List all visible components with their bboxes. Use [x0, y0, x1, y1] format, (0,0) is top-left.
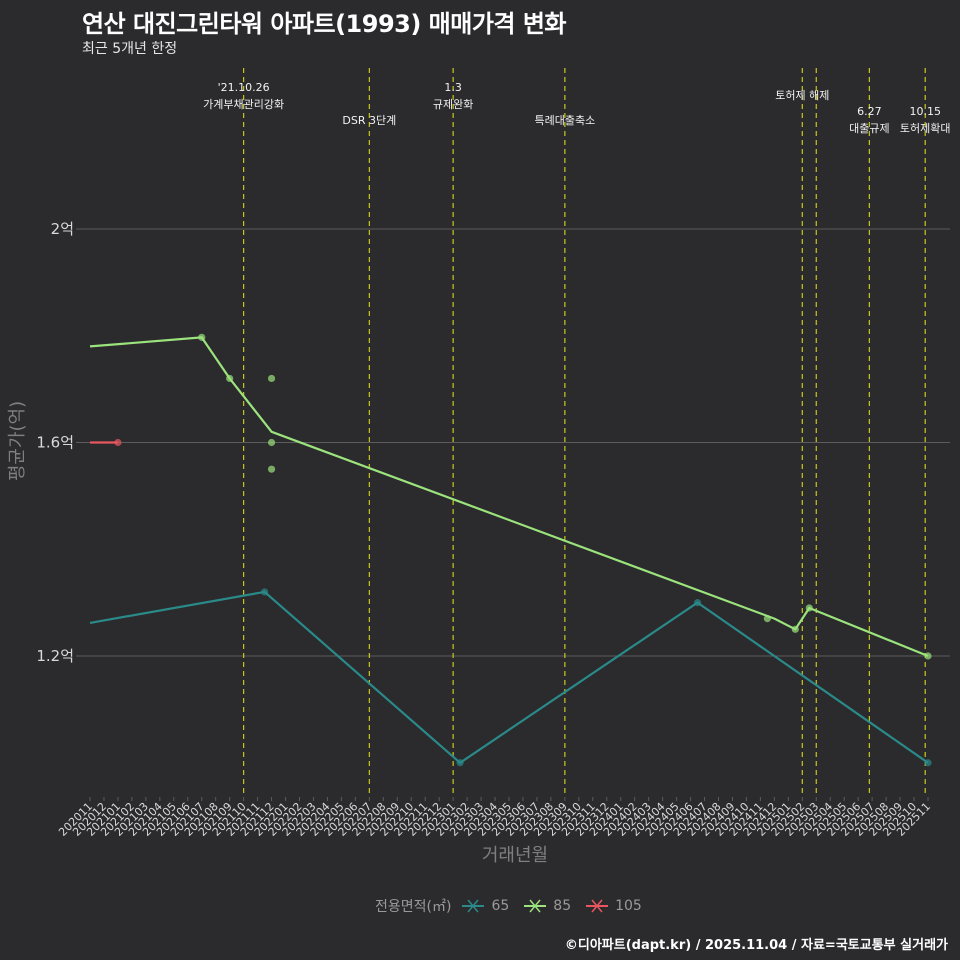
- event-label: 가계부채관리강화: [203, 98, 284, 111]
- event-label: 토허제 해제: [775, 88, 829, 102]
- data-point-65: [456, 759, 464, 767]
- legend-label-85: 85: [553, 898, 572, 914]
- legend: 전용면적(㎡) 65 85 105: [375, 896, 656, 916]
- event-label: 특례대출축소: [534, 114, 595, 127]
- legend-key-85: [524, 899, 547, 913]
- series-line-85: [89, 336, 929, 658]
- event-label: DSR 3단계: [342, 114, 396, 127]
- chart-title: 연산 대진그린타워 아파트(1993) 매매가격 변화: [82, 10, 567, 38]
- data-point-65: [693, 599, 702, 607]
- source-caption: ©디아파트(dapt.kr) / 2025.11.04 / 자료=국토교통부 실…: [564, 938, 948, 953]
- data-point-85: [267, 438, 276, 447]
- data-point-85: [791, 625, 799, 633]
- event-label: 토허제확대: [900, 122, 951, 135]
- legend-label-65: 65: [491, 898, 510, 914]
- data-point-85: [267, 465, 276, 473]
- legend-label-105: 105: [615, 898, 642, 914]
- y-axis-label: 평균가(억): [7, 400, 28, 482]
- y-tick-label: 1.6억: [36, 434, 74, 452]
- chart-subtitle: 최근 5개년 한정: [82, 41, 178, 57]
- legend-key-65: [462, 899, 485, 913]
- data-point-85: [924, 652, 932, 660]
- y-tick-label: 2억: [51, 220, 74, 238]
- data-point-105: [114, 438, 122, 447]
- event-label: 6.27: [857, 105, 882, 118]
- data-point-85: [226, 374, 234, 383]
- data-point-85: [267, 374, 276, 383]
- data-point-85: [763, 615, 771, 623]
- event-label: 대출규제: [849, 122, 889, 135]
- event-label: 규제완화: [433, 98, 473, 111]
- legend-title: 전용면적(㎡): [375, 899, 452, 915]
- event-label: 10.15: [909, 105, 941, 118]
- data-point-85: [805, 604, 813, 612]
- y-tick-label: 1.2억: [36, 647, 74, 665]
- data-point-65: [260, 588, 269, 596]
- legend-key-105: [586, 899, 609, 913]
- data-point-65: [924, 759, 932, 767]
- event-label: 1.3: [444, 81, 462, 94]
- x-axis-label: 거래년월: [481, 845, 549, 866]
- data-point-85: [198, 333, 206, 341]
- event-label: '21.10.26: [218, 81, 270, 94]
